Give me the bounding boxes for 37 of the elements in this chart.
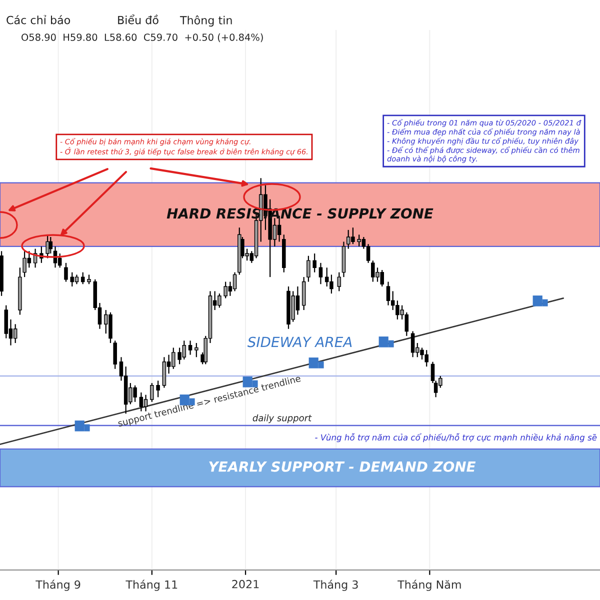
candlestick	[306, 255, 310, 282]
band-label: YEARLY SUPPORT - DEMAND ZONE	[209, 461, 476, 472]
candlestick	[156, 380, 160, 398]
candlestick	[4, 304, 8, 339]
candlestick	[318, 262, 323, 285]
annotation: SIDEWAY AREA	[247, 336, 352, 348]
candlestick	[337, 272, 342, 292]
candlestick	[64, 262, 68, 282]
candlestick	[70, 272, 74, 288]
candlestick	[188, 340, 192, 356]
candlestick	[46, 234, 50, 259]
text: Biểu đồ	[118, 14, 158, 24]
x-tick-label: Tháng 3	[313, 580, 358, 591]
x-tick-label: Tháng 11	[126, 580, 178, 591]
candlestick	[58, 252, 62, 268]
candlestick	[302, 276, 306, 311]
text: Thông tin	[180, 15, 232, 27]
candlestick	[386, 281, 390, 306]
candlestick	[150, 382, 154, 402]
candlestick	[232, 272, 237, 292]
candlestick	[13, 324, 18, 344]
candlestick	[312, 252, 316, 273]
x-tick-label: 2021	[232, 580, 259, 588]
text: O58.90 H59.80 L58.60 C59.70 +0.50 (+0.84%)	[22, 33, 263, 42]
candlestick	[48, 236, 53, 254]
candlestick	[162, 356, 166, 388]
candlestick	[194, 342, 198, 358]
text: Các chỉ báo	[6, 15, 70, 24]
candlestick	[144, 394, 148, 412]
candlestick	[80, 272, 85, 285]
ref-line-label: daily support	[252, 414, 312, 424]
text: - Vùng hỗ trợ năm của cổ phiếu/hỗ trợ cực mạnh nhiều khả năng sẽ	[315, 433, 597, 442]
x-tick-label: Tháng Năm	[398, 580, 461, 591]
candlestick	[139, 392, 144, 412]
candlestick	[87, 274, 91, 285]
x-tick-label: Tháng 9	[36, 580, 80, 591]
candlestick	[113, 340, 117, 370]
